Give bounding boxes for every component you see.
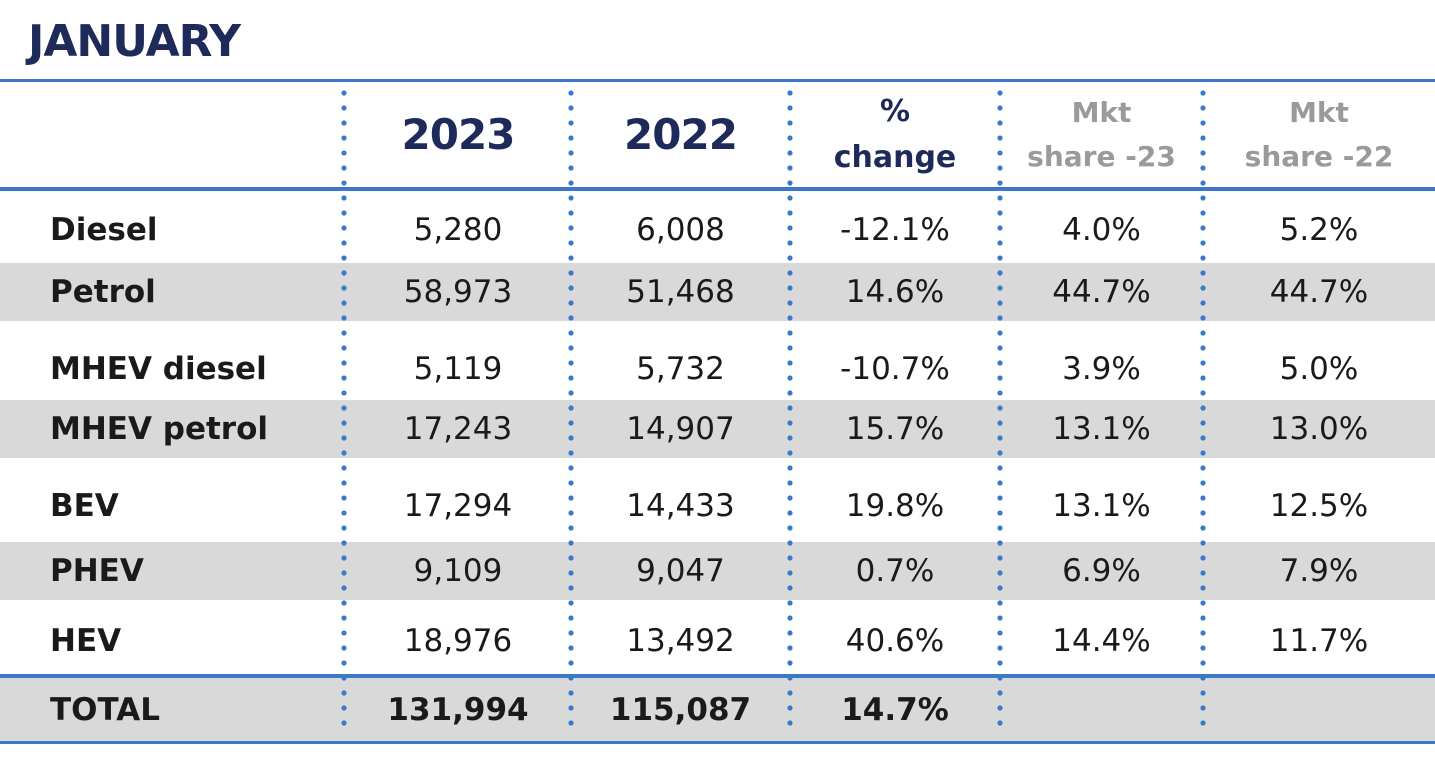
cell-change: 0.7% — [855, 553, 935, 589]
row-label: MHEV petrol — [50, 411, 268, 447]
cell-change: -10.7% — [840, 351, 950, 387]
cell-2022: 13,492 — [626, 623, 735, 659]
table-row: BEV 17,294 14,433 19.8% 13.1% 12.5% — [0, 477, 1435, 535]
cell-mkt23: 14.4% — [1052, 623, 1151, 659]
top-rule — [0, 79, 1435, 82]
total-change: 14.7% — [841, 691, 949, 728]
cell-change: 15.7% — [845, 411, 945, 447]
cell-2022: 14,907 — [626, 411, 735, 447]
table-row: Diesel 5,280 6,008 -12.1% 4.0% 5.2% — [0, 201, 1435, 259]
header-mkt23-line2: share -23 — [1027, 139, 1176, 173]
row-label: Diesel — [50, 212, 158, 248]
total-label: TOTAL — [50, 691, 160, 728]
header-change-line1: % — [879, 93, 911, 129]
table-row: MHEV diesel 5,119 5,732 -10.7% 3.9% 5.0% — [0, 340, 1435, 398]
cell-mkt23: 44.7% — [1052, 274, 1151, 310]
cell-2022: 14,433 — [626, 488, 735, 524]
cell-mkt22: 11.7% — [1269, 623, 1369, 659]
table-row: Petrol 58,973 51,468 14.6% 44.7% 44.7% — [0, 263, 1435, 321]
cell-2023: 9,109 — [413, 553, 503, 589]
header-change-line2: change — [833, 139, 957, 175]
cell-2023: 17,243 — [403, 411, 513, 447]
cell-mkt22: 7.9% — [1279, 553, 1359, 589]
cell-mkt23: 3.9% — [1062, 351, 1141, 387]
total-mkt23 — [1000, 678, 1203, 741]
row-label: HEV — [50, 623, 122, 659]
cell-2022: 5,732 — [636, 351, 725, 387]
cell-mkt22: 5.2% — [1279, 212, 1359, 248]
cell-mkt23: 13.1% — [1052, 488, 1151, 524]
cell-2022: 6,008 — [636, 212, 725, 248]
row-label: BEV — [50, 488, 119, 524]
table-row: HEV 18,976 13,492 40.6% 14.4% 11.7% — [0, 612, 1435, 670]
cell-change: 14.6% — [845, 274, 945, 310]
column-separator — [1200, 90, 1206, 738]
cell-mkt22: 12.5% — [1269, 488, 1369, 524]
header-mkt-share-22: Mkt share -22 — [1203, 82, 1435, 187]
cell-2023: 5,280 — [413, 212, 503, 248]
cell-2022: 9,047 — [636, 553, 725, 589]
row-label: Petrol — [50, 274, 156, 310]
header-2022: 2022 — [624, 110, 738, 159]
bottom-rule — [0, 741, 1435, 744]
cell-mkt23: 6.9% — [1062, 553, 1141, 589]
header-mkt-share-23: Mkt share -23 — [1000, 82, 1203, 187]
cell-change: 40.6% — [845, 623, 945, 659]
header-row: 2023 2022 % change Mkt share -23 Mkt sha… — [0, 82, 1435, 187]
total-mkt22 — [1203, 678, 1435, 741]
cell-2022: 51,468 — [626, 274, 735, 310]
cell-mkt22: 5.0% — [1279, 351, 1359, 387]
cell-2023: 58,973 — [403, 274, 513, 310]
header-2023: 2023 — [401, 110, 516, 159]
table-row: MHEV petrol 17,243 14,907 15.7% 13.1% 13… — [0, 400, 1435, 458]
header-mkt22-line1: Mkt — [1289, 95, 1349, 129]
column-separator — [568, 90, 574, 738]
cell-2023: 5,119 — [413, 351, 503, 387]
header-mkt22-line2: share -22 — [1244, 139, 1394, 173]
column-separator — [787, 90, 793, 738]
row-label: MHEV diesel — [50, 351, 267, 387]
cell-mkt22: 13.0% — [1269, 411, 1369, 447]
cell-change: -12.1% — [840, 212, 950, 248]
total-rule — [0, 674, 1435, 678]
cell-2023: 18,976 — [403, 623, 513, 659]
total-2023: 131,994 — [387, 691, 529, 728]
page-title: JANUARY — [28, 16, 241, 67]
cell-change: 19.8% — [845, 488, 945, 524]
header-mkt23-line1: Mkt — [1071, 95, 1132, 129]
cell-mkt23: 4.0% — [1062, 212, 1141, 248]
cell-mkt22: 44.7% — [1269, 274, 1369, 310]
total-2022: 115,087 — [609, 691, 752, 728]
cell-mkt23: 13.1% — [1052, 411, 1151, 447]
header-rule — [0, 187, 1435, 191]
column-separator — [997, 90, 1003, 738]
header-percent-change: % change — [790, 82, 1000, 187]
cell-2023: 17,294 — [403, 488, 513, 524]
row-label: PHEV — [50, 553, 144, 589]
table-row: PHEV 9,109 9,047 0.7% 6.9% 7.9% — [0, 542, 1435, 600]
total-row: TOTAL 131,994 115,087 14.7% — [0, 678, 1435, 741]
column-separator — [341, 90, 347, 738]
